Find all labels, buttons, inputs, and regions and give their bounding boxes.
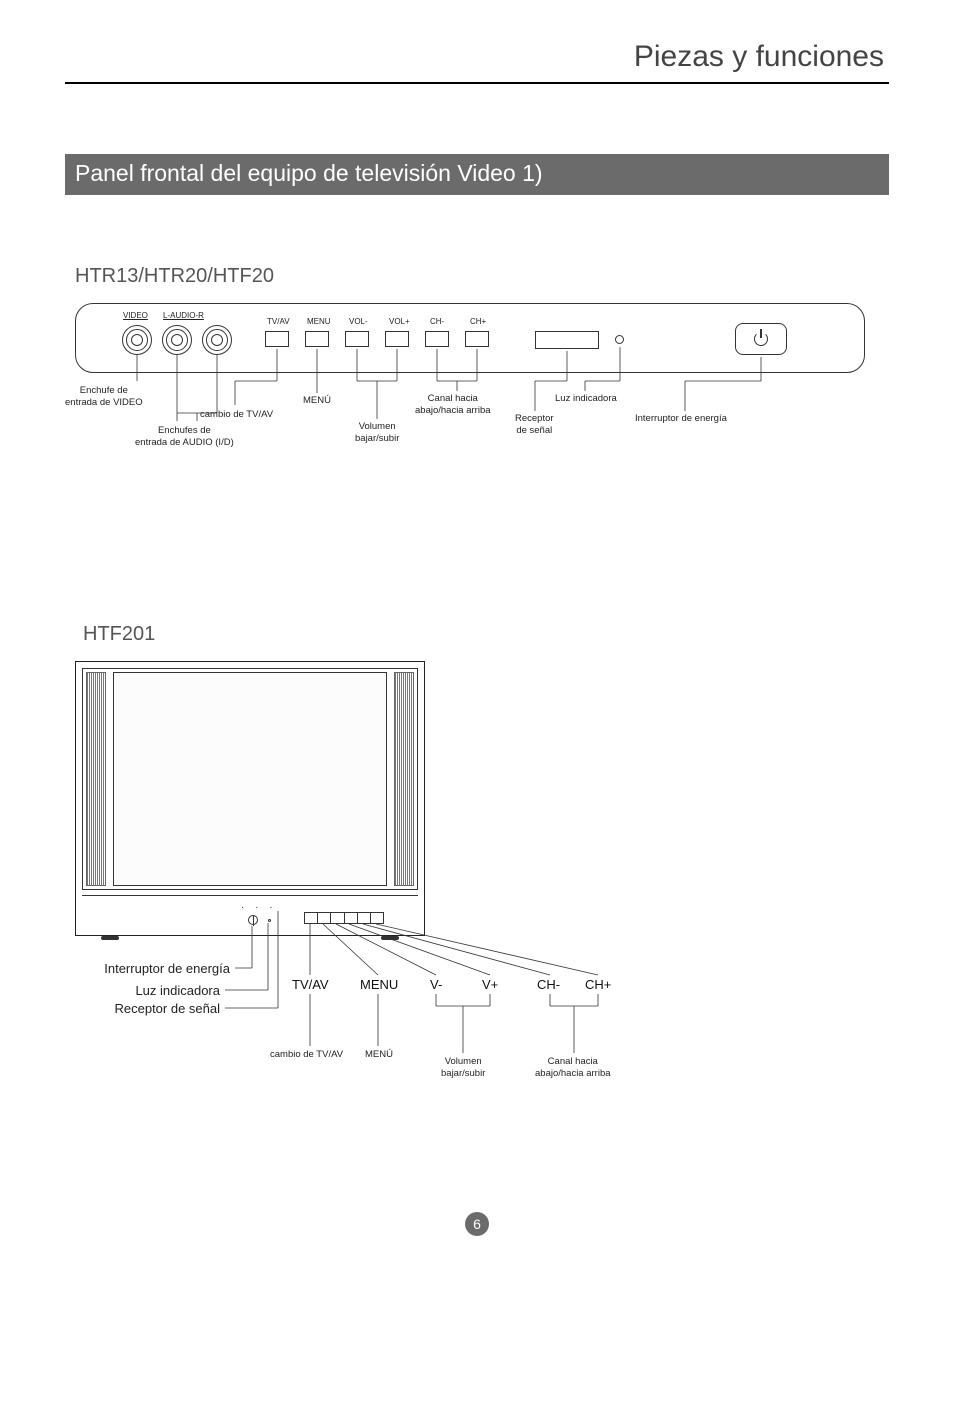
d1-callout-audio: Enchufes deentrada de AUDIO (I/D) bbox=[135, 425, 234, 449]
d1-btn-chminus bbox=[425, 331, 449, 347]
d1-callout-power: Interruptor de energía bbox=[635, 413, 727, 425]
d1-callout-indicator: Luz indicadora bbox=[555, 393, 617, 405]
d1-label-audio: L-AUDIO-R bbox=[163, 311, 204, 320]
d1-btn-volminus bbox=[345, 331, 369, 347]
d2-sub-channel: Canal haciaabajo/hacia arriba bbox=[535, 1056, 611, 1080]
d1-callout-menu: MENÚ bbox=[303, 395, 331, 407]
d1-jack-audio-r bbox=[206, 329, 228, 351]
d1-power-button bbox=[735, 323, 787, 355]
diagram-1: VIDEO L-AUDIO-R TV/AV MENU VOL- VOL+ CH-… bbox=[75, 303, 865, 493]
d2-ir-dots: · · · bbox=[241, 902, 277, 913]
page-title: Piezas y funciones bbox=[65, 40, 889, 74]
power-icon bbox=[754, 332, 768, 346]
d1-jack-audio-l bbox=[166, 329, 188, 351]
d2-led bbox=[268, 919, 271, 922]
page-number: 6 bbox=[465, 1212, 489, 1236]
d1-btn-label-volplus: VOL+ bbox=[389, 317, 410, 326]
diagram-2: · · · Interruptor de energía Luz indicad… bbox=[65, 661, 705, 1111]
title-rule bbox=[65, 82, 889, 84]
d1-jack-video bbox=[126, 329, 148, 351]
d1-btn-label-chplus: CH+ bbox=[470, 317, 486, 326]
d2-sub-menu: MENÚ bbox=[365, 1049, 393, 1061]
d1-callout-channel: Canal haciaabajo/hacia arriba bbox=[415, 393, 491, 417]
d2-foot-right bbox=[381, 936, 399, 940]
d1-btn-volplus bbox=[385, 331, 409, 347]
d1-led bbox=[615, 335, 624, 344]
d1-btn-tvav bbox=[265, 331, 289, 347]
d1-btn-label-volminus: VOL- bbox=[349, 317, 368, 326]
d1-callout-volume: Volumenbajar/subir bbox=[355, 421, 399, 445]
d2-big-vminus: V- bbox=[430, 977, 442, 992]
d2-speaker-right bbox=[394, 672, 414, 886]
d2-big-menu: MENU bbox=[360, 977, 398, 992]
d2-left-power: Interruptor de energía bbox=[60, 961, 230, 976]
d2-speaker-left bbox=[86, 672, 106, 886]
model-heading-1: HTR13/HTR20/HTF20 bbox=[75, 265, 889, 288]
d2-big-chplus: CH+ bbox=[585, 977, 611, 992]
d2-screen bbox=[113, 672, 387, 886]
d2-tv-inner bbox=[82, 668, 418, 890]
section-bar: Panel frontal del equipo de televisión V… bbox=[65, 154, 889, 195]
d1-btn-label-chminus: CH- bbox=[430, 317, 444, 326]
d1-callout-tvav: cambio de TV/AV bbox=[200, 409, 273, 421]
d2-left-indicator: Luz indicadora bbox=[60, 983, 220, 998]
d1-label-video: VIDEO bbox=[123, 311, 148, 320]
d1-callout-video: Enchufe deentrada de VIDEO bbox=[65, 385, 143, 409]
d2-left-receiver: Receptor de señal bbox=[60, 1001, 220, 1016]
d1-sensor-window bbox=[535, 331, 599, 349]
model-heading-2: HTF201 bbox=[83, 623, 889, 646]
d1-btn-menu bbox=[305, 331, 329, 347]
d2-big-vplus: V+ bbox=[482, 977, 498, 992]
d2-power-circle bbox=[248, 915, 258, 925]
d2-big-chminus: CH- bbox=[537, 977, 560, 992]
d1-btn-label-menu: MENU bbox=[307, 317, 331, 326]
d2-big-tvav: TV/AV bbox=[292, 977, 329, 992]
d1-btn-label-tvav: TV/AV bbox=[267, 317, 290, 326]
d2-sub-volume: Volumenbajar/subir bbox=[441, 1056, 485, 1080]
d2-foot-left bbox=[101, 936, 119, 940]
d2-sub-tvav: cambio de TV/AV bbox=[270, 1049, 343, 1061]
d2-button-row bbox=[304, 912, 384, 924]
d1-callout-receiver: Receptorde señal bbox=[515, 413, 554, 437]
d1-btn-chplus bbox=[465, 331, 489, 347]
d2-tv-outer: · · · bbox=[75, 661, 425, 936]
